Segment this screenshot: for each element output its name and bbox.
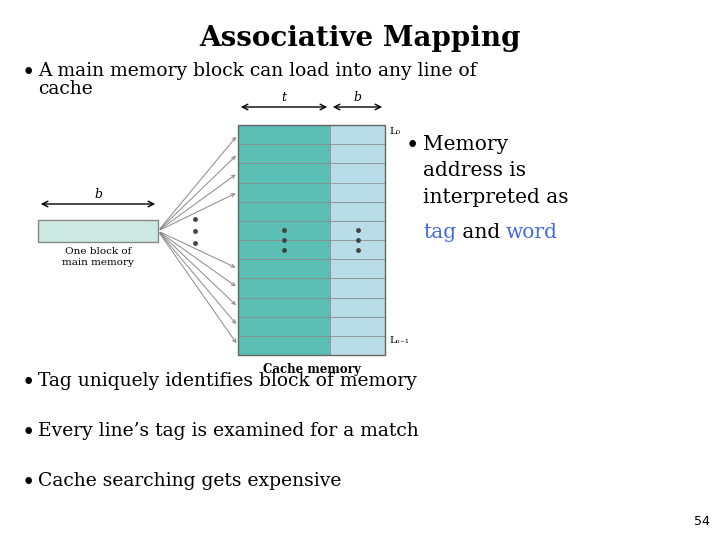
Text: b: b	[94, 188, 102, 201]
Bar	[330, 278, 385, 298]
Text: •: •	[22, 422, 35, 444]
Text: Associative Mapping: Associative Mapping	[199, 25, 521, 52]
Bar	[330, 125, 385, 144]
Text: Lₙ₋₁: Lₙ₋₁	[389, 336, 409, 345]
Text: •: •	[22, 472, 35, 494]
Text: word: word	[506, 223, 558, 242]
Text: Cache memory: Cache memory	[263, 363, 361, 376]
Bar	[330, 221, 385, 240]
Bar	[330, 201, 385, 221]
Bar	[238, 298, 330, 316]
Text: •: •	[406, 135, 419, 157]
Bar	[330, 316, 385, 336]
Bar	[238, 240, 330, 259]
Bar	[238, 278, 330, 298]
Bar	[238, 125, 330, 144]
Bar	[38, 220, 158, 242]
Bar	[330, 259, 385, 278]
Text: A main memory block can load into any line of: A main memory block can load into any li…	[38, 62, 477, 80]
Text: •: •	[22, 62, 35, 84]
Bar	[238, 259, 330, 278]
Text: •: •	[22, 372, 35, 394]
Bar	[238, 183, 330, 201]
Text: and: and	[456, 223, 507, 242]
Bar	[238, 336, 330, 355]
Bar	[330, 163, 385, 183]
Text: 54: 54	[694, 515, 710, 528]
Bar	[238, 125, 385, 355]
Bar	[238, 144, 330, 163]
Text: Every line’s tag is examined for a match: Every line’s tag is examined for a match	[38, 422, 419, 440]
Text: t: t	[282, 91, 287, 104]
Bar	[238, 163, 330, 183]
Bar	[238, 221, 330, 240]
Text: One block of
main memory: One block of main memory	[62, 247, 134, 267]
Text: Cache searching gets expensive: Cache searching gets expensive	[38, 472, 341, 490]
Bar	[238, 316, 330, 336]
Text: L₀: L₀	[389, 127, 400, 136]
Bar	[330, 240, 385, 259]
Bar	[238, 201, 330, 221]
Text: Memory
address is
interpreted as: Memory address is interpreted as	[423, 135, 569, 207]
Text: cache: cache	[38, 80, 93, 98]
Bar	[330, 144, 385, 163]
Text: tag: tag	[423, 223, 456, 242]
Bar	[330, 183, 385, 201]
Bar	[330, 336, 385, 355]
Bar	[330, 298, 385, 316]
Text: Tag uniquely identifies block of memory: Tag uniquely identifies block of memory	[38, 372, 417, 390]
Text: b: b	[354, 91, 361, 104]
